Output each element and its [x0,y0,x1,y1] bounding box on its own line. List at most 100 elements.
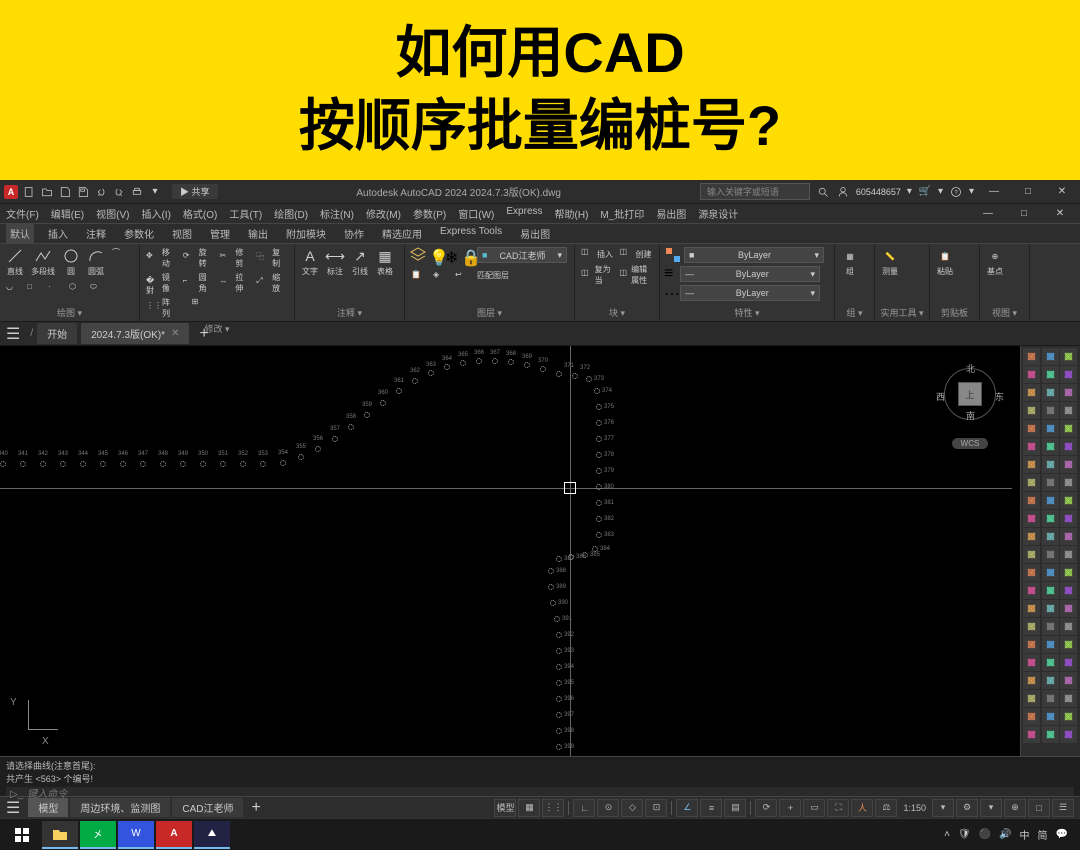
palette-tool[interactable] [1060,726,1077,743]
palette-tool[interactable] [1042,438,1059,455]
new-tab-button[interactable]: + [193,325,214,343]
palette-tool[interactable] [1023,600,1040,617]
paste-button[interactable]: 📋粘贴 [934,246,956,278]
palette-tool[interactable] [1023,672,1040,689]
annot-文字[interactable]: A文字 [299,246,321,278]
palette-tool[interactable] [1042,456,1059,473]
palette-tool[interactable] [1023,564,1040,581]
panel-draw-label[interactable]: 绘图 ▾ [4,304,135,319]
linetype-icon[interactable]: ⋯ [664,284,678,298]
palette-tool[interactable] [1060,618,1077,635]
menu-item[interactable]: M_批打印 [600,206,644,221]
modify-stretch[interactable]: ↔拉伸 [218,271,254,295]
ribbon-tab[interactable]: 协作 [340,224,368,243]
user-dropdown[interactable]: ▾ [907,186,912,197]
palette-tool[interactable] [1023,654,1040,671]
ribbon-tab[interactable]: Express Tools [436,224,506,243]
start-button[interactable] [4,821,40,849]
viewcube[interactable]: 上 北 南 西 东 WCS [930,354,1010,454]
modify-move[interactable]: ✥移动 [144,246,180,270]
draw-small[interactable]: □ [25,281,43,297]
palette-tool[interactable] [1042,528,1059,545]
viewcube-east[interactable]: 东 [995,390,1004,403]
menu-item[interactable]: 文件(F) [6,206,39,221]
menu-item[interactable]: 绘图(D) [274,206,308,221]
app-dropdown[interactable]: ▾ [938,186,943,197]
panel-group-label[interactable]: 组 ▾ [839,304,870,319]
palette-tool[interactable] [1023,366,1040,383]
palette-tool[interactable] [1023,492,1040,509]
help-dropdown[interactable]: ▾ [969,186,974,197]
transparency-toggle[interactable]: ▤ [724,799,746,817]
ws-dropdown[interactable]: ▾ [980,799,1002,817]
save-icon[interactable] [58,185,72,199]
task-explorer[interactable] [42,821,78,849]
workspace-switch[interactable]: ⚙ [956,799,978,817]
drawing-canvas[interactable]: 3403413423433443453463473483493503513523… [0,346,1080,756]
palette-tool[interactable] [1023,708,1040,725]
palette-tool[interactable] [1023,474,1040,491]
panel-util-label[interactable]: 实用工具 ▾ [879,304,925,319]
palette-tool[interactable] [1042,654,1059,671]
palette-tool[interactable] [1042,636,1059,653]
palette-tool[interactable] [1060,474,1077,491]
palette-tool[interactable] [1042,672,1059,689]
annot-标注[interactable]: ⟷标注 [324,246,346,278]
lwt-toggle[interactable]: ≡ [700,799,722,817]
palette-tool[interactable] [1060,600,1077,617]
palette-tool[interactable] [1060,366,1077,383]
palette-tool[interactable] [1042,726,1059,743]
app-icon[interactable]: A [4,185,18,199]
snap-toggle[interactable]: ⋮⋮ [542,799,564,817]
ime-mode[interactable]: 简 [1038,827,1048,842]
modify-scale[interactable]: ⤢缩放 [254,271,290,295]
draw-多段线[interactable]: 多段线 [29,246,57,278]
anno-scale[interactable]: 1:150 [899,803,930,813]
draw-直线[interactable]: 直线 [4,246,26,278]
palette-tool[interactable] [1060,492,1077,509]
palette-tool[interactable] [1060,384,1077,401]
modelspace-toggle[interactable]: 模型 [494,799,516,817]
sc-toggle[interactable]: ⛶ [827,799,849,817]
palette-tool[interactable] [1042,564,1059,581]
tab-active-file[interactable]: 2024.7.3版(OK)*✕ [81,323,189,344]
viewcube-south[interactable]: 南 [966,409,975,422]
ribbon-tab[interactable]: 插入 [44,224,72,243]
menu-item[interactable]: 帮助(H) [555,206,589,221]
search-icon[interactable] [816,185,830,199]
lineweight-icon[interactable]: ≡ [664,265,678,279]
layer-freeze-icon[interactable]: ❄ [445,248,459,262]
anno-vis[interactable]: ▾ [932,799,954,817]
palette-tool[interactable] [1023,510,1040,527]
ime-indicator[interactable]: 中 [1020,827,1030,842]
tray-shield-icon[interactable]: 🛡 [958,829,971,840]
panel-annot-label[interactable]: 注释 ▾ [299,304,400,319]
modify-rotate[interactable]: ⟳旋转 [181,246,217,270]
block-复为当[interactable]: ◫复为当 [579,263,617,287]
modify-copy[interactable]: ⿻复制 [254,246,290,270]
qat-dropdown-icon[interactable]: ▾ [148,185,162,199]
menu-item[interactable]: 视图(V) [96,206,129,221]
palette-tool[interactable] [1060,420,1077,437]
layer-match-label[interactable]: 匹配图层 [475,269,511,285]
modify-fillet[interactable]: ⌐圆角 [181,271,217,295]
palette-tool[interactable] [1023,636,1040,653]
task-app1[interactable]: 㐅 [80,821,116,849]
saveas-icon[interactable] [76,185,90,199]
modify-mirror[interactable]: �對镜像 [144,271,180,295]
modify-trim[interactable]: ✂修剪 [218,246,254,270]
group-button[interactable]: ▦组 [839,246,861,278]
task-autocad[interactable]: A [156,821,192,849]
doc-close-button[interactable]: ✕ [1046,206,1074,222]
panel-props-label[interactable]: 特性 ▾ [664,304,830,319]
palette-tool[interactable] [1023,618,1040,635]
search-input[interactable]: 输入关键字或短语 [700,183,810,200]
polar-toggle[interactable]: ⊙ [597,799,619,817]
ribbon-tab[interactable]: 视图 [168,224,196,243]
tab-start[interactable]: 开始 [37,323,77,344]
block-创建[interactable]: ◫创建 [618,246,656,262]
palette-tool[interactable] [1060,708,1077,725]
palette-tool[interactable] [1042,708,1059,725]
palette-tool[interactable] [1023,438,1040,455]
lineweight-combo[interactable]: —ByLayer▾ [680,266,820,282]
